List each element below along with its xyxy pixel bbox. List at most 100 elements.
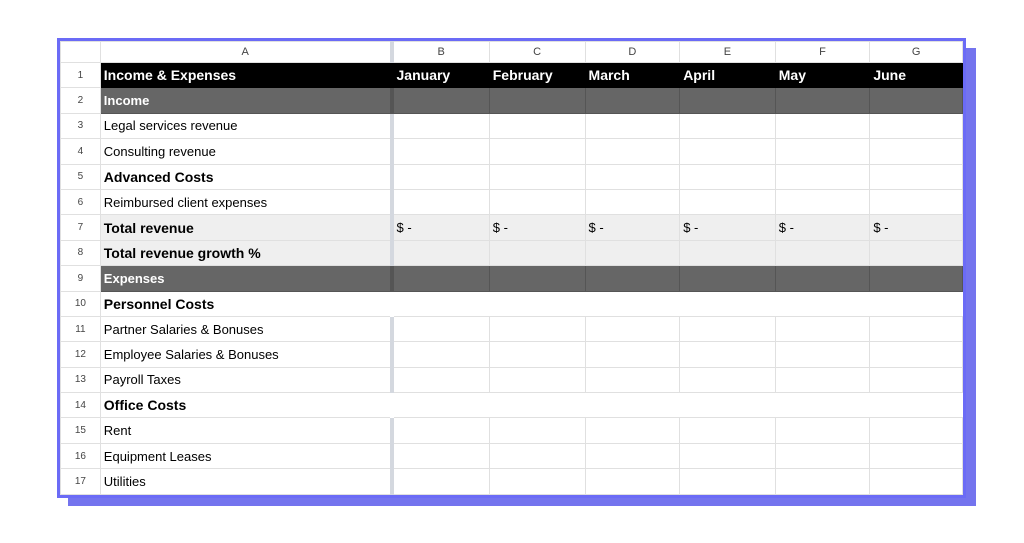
row-header[interactable]: 13 — [60, 366, 101, 394]
column-header-C[interactable]: C — [488, 41, 586, 63]
cell-label[interactable]: Reimbursed client expenses — [99, 188, 393, 216]
cell[interactable] — [488, 468, 586, 495]
cell[interactable] — [389, 468, 490, 495]
cell[interactable]: March — [584, 61, 681, 89]
row-header[interactable]: 14 — [60, 392, 101, 419]
column-header-D[interactable]: D — [584, 41, 681, 63]
cell[interactable] — [488, 163, 586, 190]
cell[interactable] — [774, 417, 871, 444]
cell[interactable] — [774, 112, 871, 140]
cell[interactable] — [389, 87, 490, 114]
cell[interactable]: May — [774, 61, 871, 89]
cell-label[interactable]: Advanced Costs — [99, 163, 393, 190]
cell[interactable] — [488, 138, 586, 165]
cell[interactable] — [679, 188, 776, 216]
cell-label[interactable]: Legal services revenue — [99, 112, 393, 140]
cell[interactable] — [869, 112, 963, 140]
cell[interactable] — [389, 392, 490, 419]
cell[interactable]: $ - — [869, 214, 963, 241]
cell[interactable] — [389, 265, 490, 292]
cell[interactable] — [774, 468, 871, 495]
row-header[interactable]: 8 — [60, 239, 101, 267]
cell[interactable]: February — [488, 61, 586, 89]
cell[interactable] — [389, 366, 490, 394]
cell-label[interactable]: Partner Salaries & Bonuses — [99, 315, 393, 343]
cell[interactable] — [584, 138, 681, 165]
row-header[interactable]: 10 — [60, 290, 101, 317]
cell[interactable]: June — [869, 61, 963, 89]
column-header-E[interactable]: E — [679, 41, 776, 63]
cell[interactable] — [389, 417, 490, 444]
cell[interactable] — [774, 188, 871, 216]
cell[interactable] — [679, 87, 776, 114]
cell[interactable] — [488, 239, 586, 267]
cell[interactable] — [679, 366, 776, 394]
row-header[interactable]: 15 — [60, 417, 101, 444]
cell[interactable] — [774, 366, 871, 394]
cell-label[interactable]: Income & Expenses — [99, 61, 393, 89]
cell[interactable] — [488, 265, 586, 292]
cell-label[interactable]: Total revenue growth % — [99, 239, 393, 267]
cell-label[interactable]: Consulting revenue — [99, 138, 393, 165]
row-header[interactable]: 4 — [60, 138, 101, 165]
cell-label[interactable]: Equipment Leases — [99, 442, 393, 470]
cell[interactable] — [488, 290, 586, 317]
cell[interactable] — [488, 417, 586, 444]
row-header[interactable]: 17 — [60, 468, 101, 495]
cell[interactable] — [584, 341, 681, 368]
cell[interactable] — [584, 188, 681, 216]
cell[interactable] — [869, 366, 963, 394]
cell[interactable] — [869, 392, 963, 419]
cell-label[interactable]: Total revenue — [99, 214, 393, 241]
cell-label[interactable]: Income — [99, 87, 393, 114]
row-header[interactable]: 3 — [60, 112, 101, 140]
cell[interactable] — [679, 290, 776, 317]
row-header[interactable]: 6 — [60, 188, 101, 216]
cell[interactable] — [869, 163, 963, 190]
cell[interactable]: $ - — [389, 214, 490, 241]
cell[interactable] — [774, 87, 871, 114]
cell[interactable] — [679, 315, 776, 343]
cell-label[interactable]: Employee Salaries & Bonuses — [99, 341, 393, 368]
cell[interactable] — [774, 442, 871, 470]
cell[interactable] — [488, 188, 586, 216]
cell[interactable] — [679, 265, 776, 292]
cell[interactable]: January — [389, 61, 490, 89]
cell[interactable] — [869, 265, 963, 292]
cell[interactable] — [679, 341, 776, 368]
cell[interactable] — [488, 87, 586, 114]
cell[interactable] — [774, 341, 871, 368]
cell[interactable] — [584, 392, 681, 419]
cell[interactable] — [869, 188, 963, 216]
cell[interactable] — [774, 138, 871, 165]
cell[interactable] — [389, 112, 490, 140]
cell[interactable] — [869, 290, 963, 317]
cell[interactable] — [584, 290, 681, 317]
cell-label[interactable]: Rent — [99, 417, 393, 444]
column-header-F[interactable]: F — [774, 41, 871, 63]
column-header-G[interactable]: G — [869, 41, 963, 63]
cell[interactable] — [389, 442, 490, 470]
cell[interactable] — [584, 265, 681, 292]
cell[interactable]: $ - — [584, 214, 681, 241]
cell[interactable] — [389, 239, 490, 267]
cell[interactable] — [774, 163, 871, 190]
cell[interactable] — [389, 290, 490, 317]
cell[interactable] — [488, 442, 586, 470]
cell[interactable] — [584, 87, 681, 114]
cell[interactable] — [869, 468, 963, 495]
cell[interactable] — [774, 290, 871, 317]
cell[interactable]: $ - — [488, 214, 586, 241]
cell[interactable] — [679, 442, 776, 470]
select-all-corner[interactable] — [60, 41, 101, 63]
cell-label[interactable]: Expenses — [99, 265, 393, 292]
cell[interactable] — [679, 417, 776, 444]
cell[interactable] — [774, 265, 871, 292]
cell[interactable] — [584, 366, 681, 394]
row-header[interactable]: 1 — [60, 61, 101, 89]
cell[interactable] — [869, 138, 963, 165]
cell[interactable] — [869, 315, 963, 343]
cell[interactable] — [584, 442, 681, 470]
cell-label[interactable]: Payroll Taxes — [99, 366, 393, 394]
cell-label[interactable]: Utilities — [99, 468, 393, 495]
